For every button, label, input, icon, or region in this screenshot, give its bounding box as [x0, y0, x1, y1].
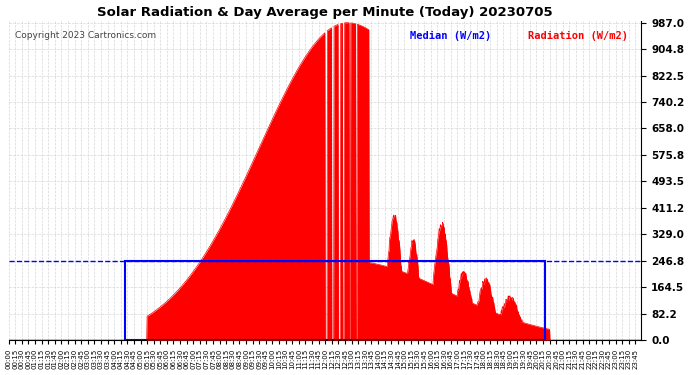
Text: Copyright 2023 Cartronics.com: Copyright 2023 Cartronics.com [15, 31, 156, 40]
Title: Solar Radiation & Day Average per Minute (Today) 20230705: Solar Radiation & Day Average per Minute… [97, 6, 553, 18]
Bar [125, 261, 545, 340]
Text: Radiation (W/m2): Radiation (W/m2) [528, 31, 627, 41]
Text: Median (W/m2): Median (W/m2) [411, 31, 492, 41]
